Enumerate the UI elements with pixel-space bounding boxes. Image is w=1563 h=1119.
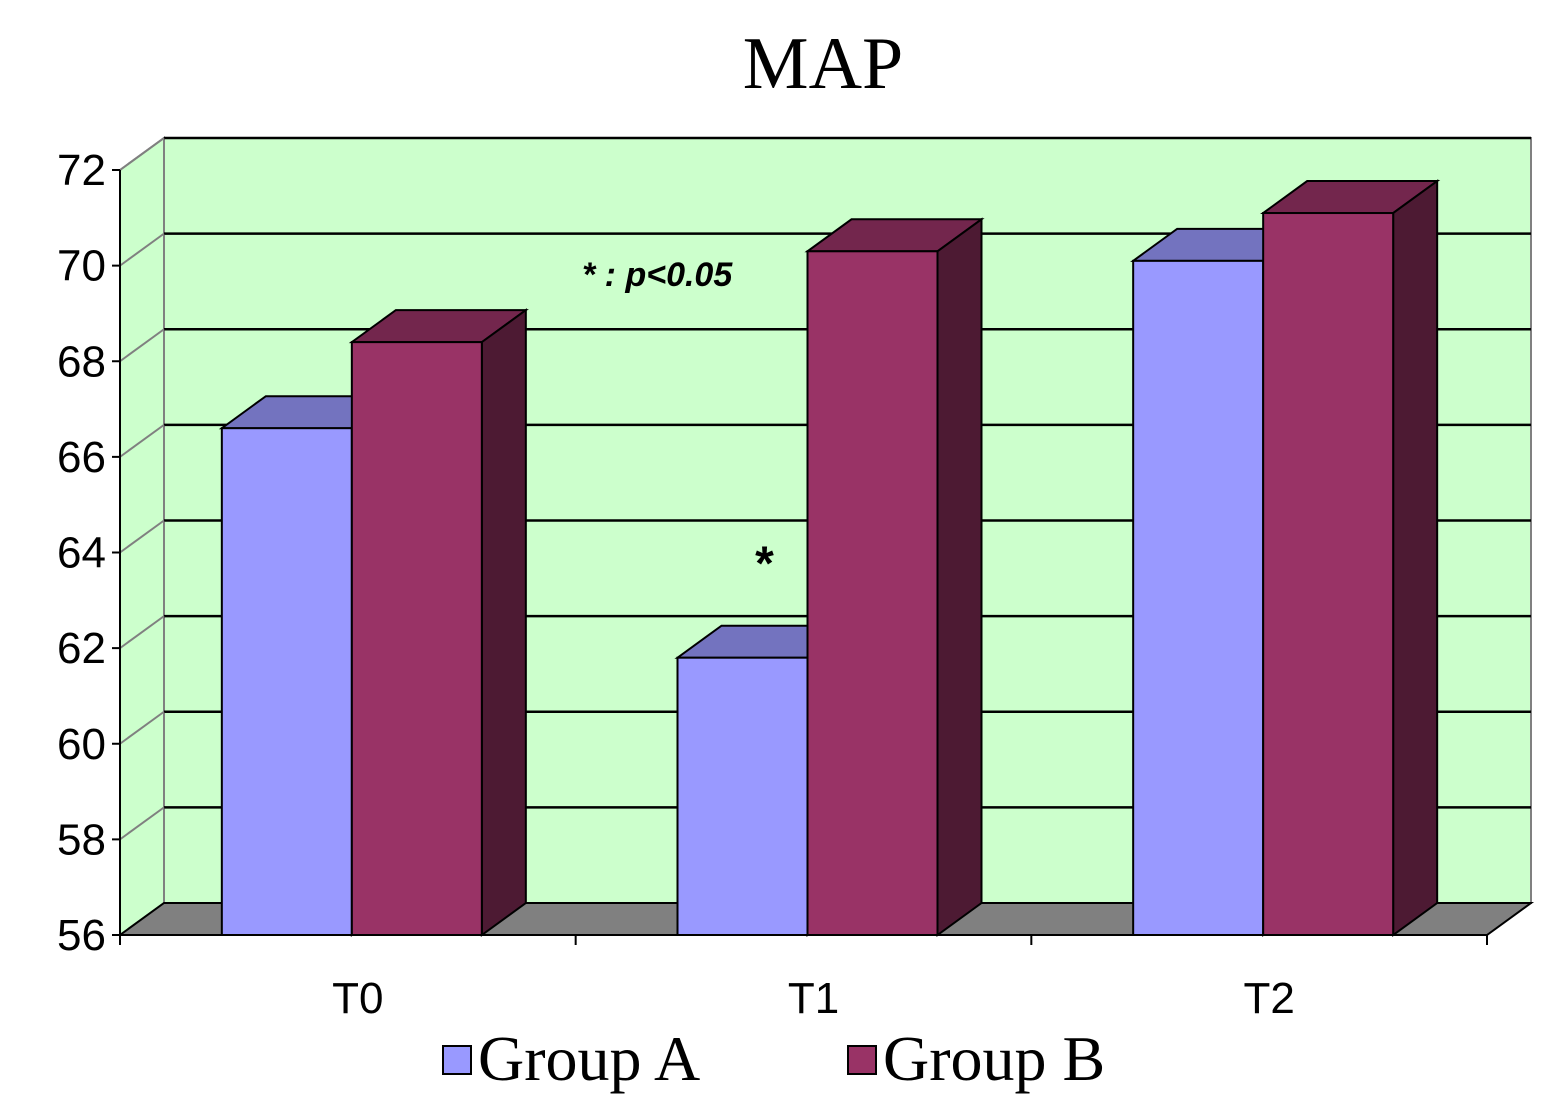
bar-front bbox=[1132, 259, 1265, 936]
gridline-side bbox=[119, 710, 165, 745]
bar-side bbox=[480, 308, 527, 937]
bar-t0-group-b bbox=[348, 308, 529, 937]
y-tick-label: 58 bbox=[57, 815, 106, 864]
chart-title: MAP bbox=[743, 23, 903, 105]
gridline-side bbox=[119, 615, 165, 649]
gridline-side bbox=[119, 232, 165, 267]
bar-front bbox=[220, 427, 353, 936]
y-tick-label: 70 bbox=[57, 242, 106, 291]
y-tick-label: 68 bbox=[57, 337, 106, 386]
plot-area: 56 58 60 62 64 66 68 70 72 T0 T1 T2 bbox=[57, 136, 1535, 1023]
bar-t1-group-b bbox=[804, 217, 985, 937]
significance-star: * bbox=[755, 538, 774, 591]
legend-swatch-group-b bbox=[847, 1045, 877, 1075]
y-tick-label: 64 bbox=[57, 529, 106, 578]
legend-swatch-group-a bbox=[442, 1045, 472, 1075]
bar-side bbox=[1392, 179, 1439, 937]
legend-label-group-b: Group B bbox=[883, 1023, 1105, 1094]
bar-front bbox=[676, 656, 809, 936]
gridline-side bbox=[119, 137, 165, 171]
x-tick-label: T2 bbox=[1243, 974, 1294, 1023]
legend-label-group-a: Group A bbox=[478, 1023, 700, 1094]
gridline-side bbox=[119, 806, 165, 841]
bar-front bbox=[350, 341, 483, 936]
y-tick-label: 62 bbox=[57, 624, 106, 673]
x-tick-label: T1 bbox=[788, 974, 839, 1023]
annotations: * : p<0.05 * bbox=[582, 256, 774, 591]
y-tick-label: 60 bbox=[57, 720, 106, 769]
significance-note: * : p<0.05 bbox=[582, 256, 733, 294]
y-tick-label: 72 bbox=[57, 146, 106, 195]
legend: Group A Group B bbox=[442, 1023, 1105, 1094]
bar-front bbox=[806, 250, 939, 936]
y-tick-label: 56 bbox=[57, 911, 106, 960]
x-tick-label: T0 bbox=[332, 974, 383, 1023]
gridline-side bbox=[119, 328, 165, 363]
bar-front bbox=[1262, 212, 1395, 936]
gridline-side bbox=[119, 424, 165, 458]
y-tick-label: 66 bbox=[57, 433, 106, 482]
gridline-side bbox=[119, 519, 165, 554]
bar-side bbox=[936, 217, 983, 937]
bar-t2-group-b bbox=[1260, 179, 1441, 937]
